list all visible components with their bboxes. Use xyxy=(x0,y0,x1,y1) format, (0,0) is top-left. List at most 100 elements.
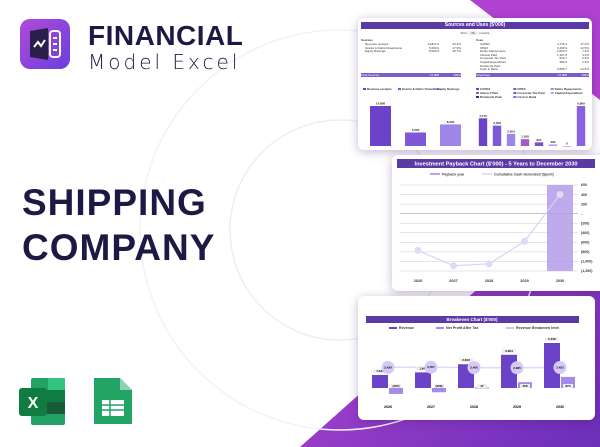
legend-label: Revenue receipts xyxy=(367,87,392,91)
payback-card: Investment Payback Chart ($'000) - 5 Yea… xyxy=(392,155,600,291)
legend-swatch xyxy=(506,327,514,329)
revenue-label: 2,810 xyxy=(462,358,470,362)
legend-swatch xyxy=(513,92,517,94)
chart-title-bar xyxy=(366,316,579,323)
legend-swatch xyxy=(476,96,479,98)
breakeven-label: 2,406 xyxy=(470,366,478,370)
chart-title: Investment Payback Chart ($'000) - 5 Yea… xyxy=(415,162,578,168)
x-tick: 2026 xyxy=(384,405,392,409)
breakeven-label: 2,422 xyxy=(556,365,564,369)
breakeven-point xyxy=(467,361,481,375)
legend-swatch xyxy=(550,92,554,94)
revenue-label-bg xyxy=(502,348,516,353)
legend-cumulative: Cumulative Cash Generated (Spent) xyxy=(494,173,554,177)
data-point xyxy=(556,191,564,199)
bar xyxy=(520,139,530,146)
table-row: CAPEX 4,715.3 17.0% xyxy=(480,42,589,46)
legend-label: Revenue Breakeven level xyxy=(516,326,559,330)
legend-label: Capital Expenditure xyxy=(555,91,584,95)
bar xyxy=(548,144,558,146)
y-tick: (1,000) xyxy=(581,260,593,264)
table-row: Cash in Bank 6,808.7 24.5% xyxy=(480,67,589,72)
net-profit-label-bg xyxy=(477,384,487,388)
table-row: Capital Expenditure 282.0 1.0% xyxy=(480,59,589,64)
bar xyxy=(576,106,586,146)
y-tick: - xyxy=(581,212,583,216)
svg-text:X: X xyxy=(28,395,39,412)
revenue-label-bg xyxy=(416,366,430,371)
cumulative-line xyxy=(417,194,561,267)
legend-label: Revenue xyxy=(399,326,414,330)
net-profit-label-bg xyxy=(434,384,444,388)
y-tick: (1,200) xyxy=(581,269,593,273)
y-tick: (800) xyxy=(581,250,590,254)
y-tick: 400 xyxy=(581,193,587,197)
x-tick: 2028 xyxy=(470,405,478,409)
first-value: 60 xyxy=(467,31,479,35)
bar-label: 1,168 xyxy=(521,135,529,139)
revenue-label-bg xyxy=(373,368,387,373)
net-profit-label: (336) xyxy=(435,384,442,388)
chart-title-bar xyxy=(397,159,595,168)
legend-label: Grants & Debts Drawdowns xyxy=(402,87,442,91)
legend-label: CAPEX xyxy=(480,87,490,91)
payback-year-bar xyxy=(547,185,573,271)
legend-label: Net Profit After Tax xyxy=(446,326,478,330)
legend-swatch-payback xyxy=(430,173,440,175)
y-tick: 200 xyxy=(581,202,587,206)
breakeven-label: 2,439 xyxy=(384,365,392,369)
legend-swatch xyxy=(476,92,479,94)
revenue-label: 1,540 xyxy=(376,369,384,373)
net-profit-label: 873 xyxy=(565,384,570,388)
legend-label: Debts Repayments xyxy=(555,87,582,91)
bar xyxy=(440,124,461,146)
revenue-bar xyxy=(372,374,388,388)
data-point xyxy=(485,260,493,268)
first-label: First xyxy=(460,31,467,35)
table-row: Corporate Tax Paid 620.7 2.2% xyxy=(480,56,589,61)
title-line-2: COMPANY xyxy=(22,227,216,268)
legend-label: Cash in Bank xyxy=(517,95,536,99)
revenue-label-bg xyxy=(459,358,473,363)
legend-swatch xyxy=(513,88,517,90)
x-tick: 2028 xyxy=(485,279,493,283)
legend-swatch xyxy=(398,88,401,90)
revenue-bar xyxy=(544,343,560,388)
brand-subtitle: Model Excel xyxy=(88,50,241,74)
revenue-label: 5,316 xyxy=(548,337,556,341)
table-row: Equity Raisings 8,000.0 28.7% xyxy=(365,49,461,54)
data-point xyxy=(450,262,457,270)
legend-label: Dividends Paid xyxy=(480,95,502,99)
x-tick: 2027 xyxy=(427,405,435,409)
legend-swatch xyxy=(433,88,436,90)
bar-label: 0 xyxy=(566,142,568,146)
breakeven-chart: Breakeven Chart ($'000) Revenue Net Profit… xyxy=(366,316,579,409)
x-tick: 2026 xyxy=(414,279,422,283)
net-profit-bar xyxy=(561,376,575,388)
legend-label: OPEX xyxy=(517,87,525,91)
payback-chart: Investment Payback Chart ($'000) - 5 Yea… xyxy=(397,159,595,283)
breakeven-point xyxy=(553,360,567,374)
revenue-label-bg xyxy=(545,337,559,341)
total-row: Total Uses 27,808 100% xyxy=(476,73,589,77)
legend-swatch xyxy=(476,88,479,90)
legend-label: Corporate Tax Paid xyxy=(517,91,544,95)
section-label: Sources xyxy=(361,38,373,42)
table-row: Dividends Paid - - xyxy=(480,63,589,68)
legend-swatch xyxy=(363,88,366,90)
net-profit-bar xyxy=(389,388,403,394)
google-sheets-icon xyxy=(94,378,132,424)
legend-swatch xyxy=(436,327,444,329)
bar xyxy=(506,133,516,146)
table-row: OPEX 3,468.9 12.5% xyxy=(480,45,589,50)
bar-label: 4,715 xyxy=(479,114,487,118)
total-row: Total Sources 27,808 100% xyxy=(361,73,461,77)
net-profit-bar xyxy=(432,388,446,393)
net-profit-label: 458 xyxy=(522,384,527,388)
breakeven-label: 2,385 xyxy=(513,366,521,370)
table-row: Revenue receipts 14,807.9 53.3% xyxy=(365,42,461,46)
data-point xyxy=(414,246,422,254)
bar-label: 621 xyxy=(536,138,541,142)
net-profit-label: 47 xyxy=(480,384,484,388)
revenue-label: 1,848 xyxy=(419,366,427,370)
